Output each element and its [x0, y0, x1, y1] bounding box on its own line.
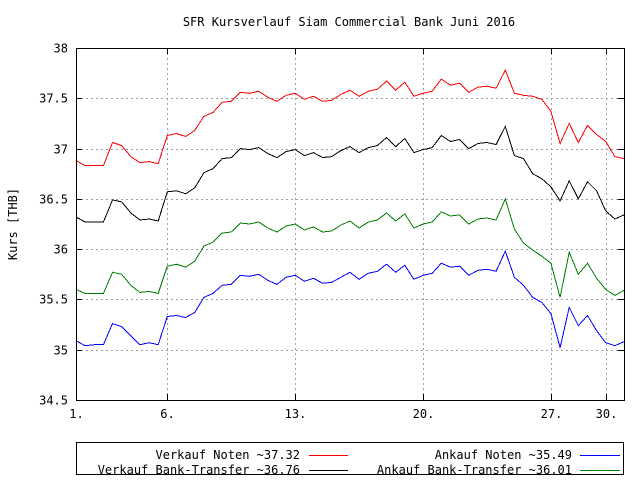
y-tick-label: 35.5 — [39, 293, 68, 307]
legend-label: Verkauf Bank-Transfer ~36.76 — [98, 463, 300, 477]
series-line-2 — [75, 249, 625, 348]
x-tick-label: 13. — [285, 407, 307, 421]
legend-label: Ankauf Noten ~35.49 — [435, 448, 572, 462]
x-tick-label: 6. — [160, 407, 174, 421]
series-lines — [75, 68, 625, 348]
y-tick-label: 35 — [54, 344, 68, 358]
legend-label: Ankauf Bank-Transfer ~36.01 — [377, 463, 572, 477]
x-tick-label: 1. — [69, 407, 83, 421]
series-line-1 — [75, 68, 625, 167]
y-tick-label: 38 — [54, 42, 68, 56]
y-tick-label: 36 — [54, 243, 68, 257]
y-tick-label: 36.5 — [39, 193, 68, 207]
x-tick-label: 27. — [541, 407, 563, 421]
series-line-4 — [75, 197, 625, 298]
x-tick-label: 20. — [413, 407, 435, 421]
y-tick-label: 37 — [54, 143, 68, 157]
grid-lines — [76, 48, 624, 400]
chart-title: SFR Kursverlauf Siam Commercial Bank Jun… — [183, 15, 515, 29]
legend-label: Verkauf Noten ~37.32 — [156, 448, 301, 462]
axis-ticks: 34.5 35 35.5 36 36.5 37 37.5 38 1. 6. 13. 20. 27. 30. — [39, 42, 624, 421]
x-tick-label: 30. — [596, 407, 618, 421]
y-tick-label: 37.5 — [39, 92, 68, 106]
y-tick-label: 34.5 — [39, 394, 68, 408]
legend-box — [76, 442, 624, 475]
y-axis-label: Kurs [THB] — [6, 188, 20, 260]
series-line-3 — [75, 125, 625, 223]
plot-frame — [76, 48, 625, 401]
